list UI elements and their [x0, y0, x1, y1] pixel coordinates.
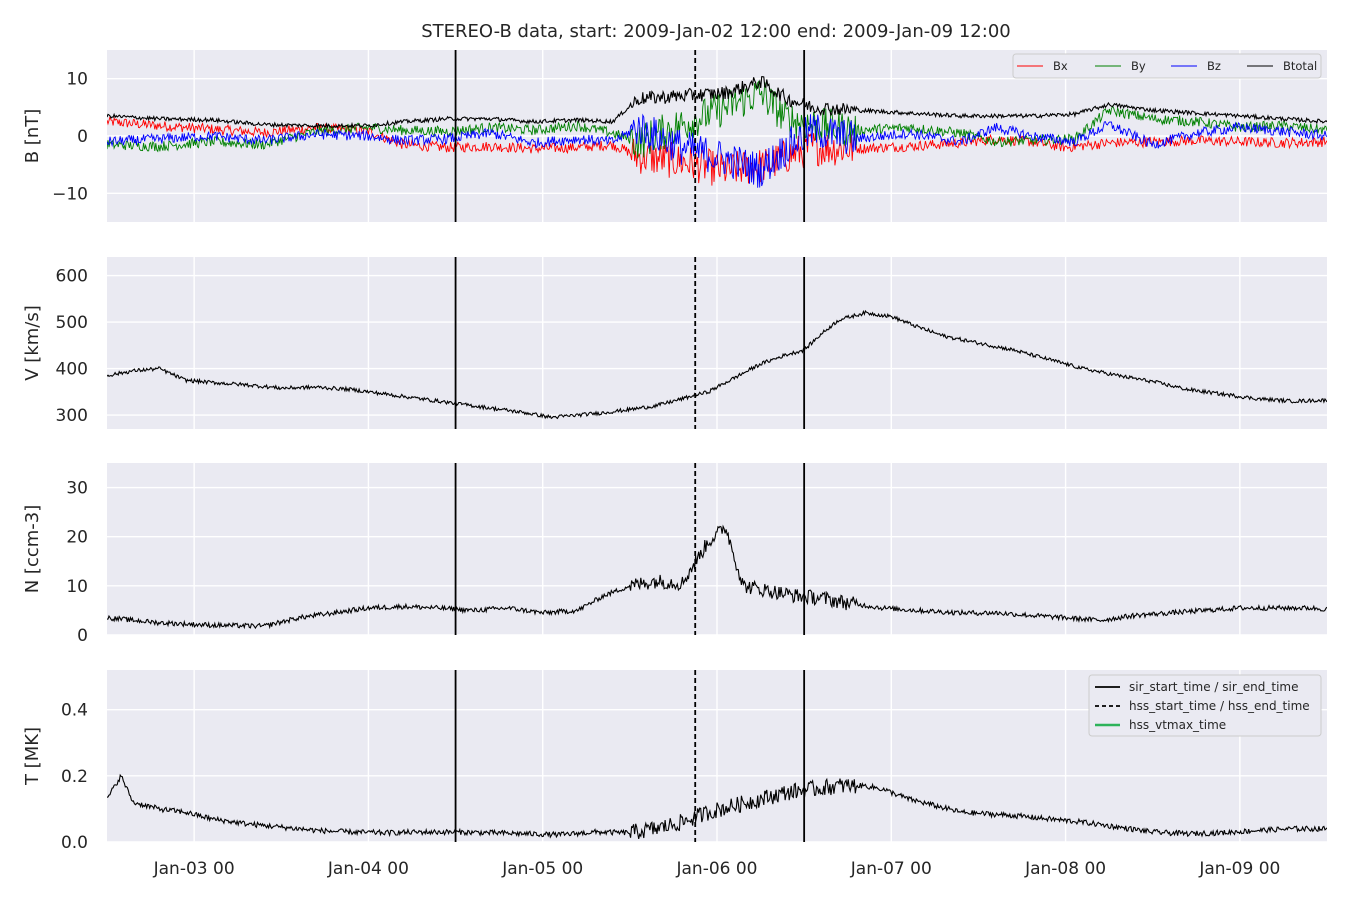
event-legend-label: hss_start_time / hss_end_time — [1129, 699, 1310, 713]
y-tick-label: 0 — [77, 626, 88, 646]
y-tick-label: 20 — [66, 528, 88, 548]
y-axis-label: T [MK] — [22, 727, 43, 786]
series-line-bx — [107, 115, 1327, 186]
y-tick-label: 10 — [66, 577, 88, 597]
series-line-t — [107, 773, 1327, 840]
y-tick-label: 0.4 — [61, 701, 88, 721]
event-legend-label: hss_vtmax_time — [1129, 718, 1226, 732]
chart-title: STEREO-B data, start: 2009-Jan-02 12:00 … — [421, 21, 1010, 42]
legend-label-by: By — [1131, 59, 1146, 73]
panel-N: 0 10 20 30 N [ccm-3] — [22, 463, 1327, 646]
y-tick-label: 400 — [56, 360, 88, 380]
y-axis-label: B [nT] — [22, 109, 43, 164]
legend-label-btotal: Btotal — [1283, 59, 1317, 73]
panel-V: 300 400 500 600 V [km/s] — [22, 257, 1327, 429]
y-tick-label: 600 — [56, 267, 88, 287]
y-tick-label: 300 — [56, 406, 88, 426]
b-legend-frame — [1012, 53, 1322, 79]
y-axis-label: V [km/s] — [22, 305, 43, 380]
series-line-bz — [107, 113, 1327, 188]
y-tick-label: 0.2 — [61, 767, 88, 787]
x-tick-label: Jan-09 00 — [1198, 859, 1280, 879]
b-legend: Bx By Bz Btotal — [1012, 53, 1322, 79]
y-tick-label: 10 — [66, 70, 88, 90]
event-legend-label: sir_start_time / sir_end_time — [1129, 680, 1299, 694]
y-tick-label: 500 — [56, 313, 88, 333]
x-tick-label: Jan-03 00 — [153, 859, 235, 879]
x-tick-label: Jan-05 00 — [501, 859, 583, 879]
y-axis-label: N [ccm-3] — [22, 505, 43, 594]
series-line-v — [107, 309, 1327, 420]
panel-T: Jan-03 00 Jan-04 00 Jan-05 00 Jan-06 00 Jan-… — [22, 670, 1327, 879]
series-line-by — [107, 80, 1327, 159]
x-tick-label: Jan-08 00 — [1024, 859, 1106, 879]
legend-label-bz: Bz — [1207, 59, 1221, 73]
y-tick-label: 0 — [77, 127, 88, 147]
series-line-n — [107, 524, 1327, 630]
event-legend-frame — [1088, 674, 1322, 737]
panel-B: −10 0 10 B [nT] Bx By Bz Btotal — [22, 50, 1327, 222]
event-legend: sir_start_time / sir_end_time hss_start_t… — [1088, 674, 1322, 737]
series-line-btotal — [107, 76, 1327, 130]
x-tick-label: Jan-07 00 — [850, 859, 932, 879]
x-tick-label: Jan-04 00 — [327, 859, 409, 879]
y-tick-label: 30 — [66, 479, 88, 499]
y-tick-label: 0.0 — [61, 833, 88, 853]
legend-label-bx: Bx — [1053, 59, 1068, 73]
x-tick-label: Jan-06 00 — [675, 859, 757, 879]
y-tick-label: −10 — [52, 184, 88, 204]
